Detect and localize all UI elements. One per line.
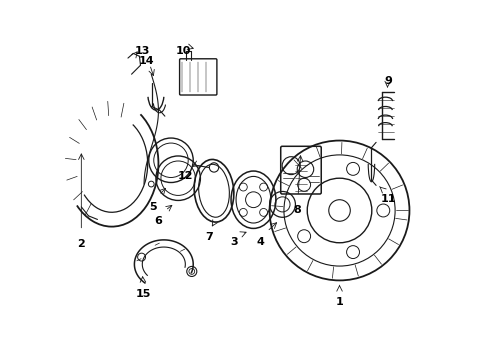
Text: 13: 13 [134,45,150,55]
Text: 2: 2 [77,239,85,249]
Text: 9: 9 [383,76,391,86]
Text: 11: 11 [379,194,395,204]
Text: 5: 5 [149,202,157,212]
Text: 4: 4 [256,237,264,247]
Text: 3: 3 [229,237,237,247]
Text: 14: 14 [139,56,155,66]
Text: 7: 7 [204,232,212,242]
Text: 6: 6 [154,216,162,226]
Text: 15: 15 [135,289,151,300]
Text: 1: 1 [335,297,343,307]
Text: 8: 8 [293,205,301,215]
Text: 12: 12 [177,171,193,181]
Text: 10: 10 [176,45,191,55]
